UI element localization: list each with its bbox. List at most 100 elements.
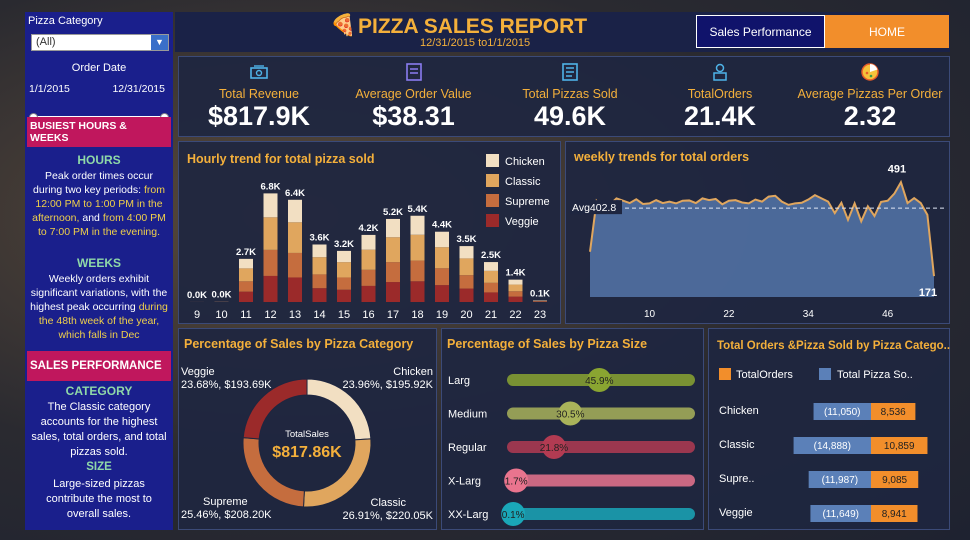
weeks-text: Weekly orders exhibit significant variat…	[29, 272, 169, 342]
category-dropdown[interactable]: (All) ▼	[31, 34, 169, 51]
bar-segment-chicken	[239, 258, 253, 269]
report-title: PIZZA SALES REPORT	[358, 15, 588, 38]
orders-bar	[793, 437, 871, 454]
orders-category-label: Chicken	[719, 405, 759, 417]
slice-value-label: 26.91%, $220.05K	[342, 510, 433, 522]
bar-segment-chicken	[459, 246, 474, 259]
sales-performance-button[interactable]: Sales Performance	[696, 15, 825, 48]
size-value-label: 0.1%	[502, 510, 525, 521]
bar-segment-chicken	[386, 218, 400, 238]
kpi-value: 49.6K	[533, 101, 607, 131]
bar-segment-chicken	[361, 234, 376, 250]
date-start: 1/1/2015	[29, 83, 70, 95]
size-category-label: XX-Larg	[448, 509, 488, 521]
bar-total-label: 3.2K	[334, 239, 354, 250]
bar-total-label: 0.0K	[187, 290, 207, 301]
sold-value-label: 9,085	[882, 475, 907, 486]
legend-label: Supreme	[505, 196, 550, 208]
date-filter-label: Order Date	[71, 62, 127, 74]
bar-segment-veggie	[508, 296, 523, 302]
x-tick-label: 23	[534, 309, 546, 321]
bar-segment-veggie	[239, 291, 253, 302]
size-chart-title: Percentage of Sales by Pizza Size	[447, 337, 648, 351]
delivery-icon	[713, 63, 727, 81]
bar-segment-classic	[508, 284, 523, 292]
legend-swatch	[486, 174, 499, 187]
size-value-label: 1.7%	[505, 477, 528, 488]
bar-total-label: 3.6K	[309, 233, 329, 244]
category-donut-title: Percentage of Sales by Pizza Category	[184, 337, 414, 351]
size-value-label: 21.8%	[540, 443, 568, 454]
slice-value-label: 25.46%, $208.20K	[181, 509, 272, 521]
min-label: 171	[919, 287, 937, 299]
hours-text-1: Peak order times occur during two key pe…	[33, 170, 153, 196]
slice-name-label: Chicken	[393, 366, 433, 378]
x-tick-label: 19	[436, 309, 448, 321]
bar-segment-classic	[239, 268, 253, 282]
donut-center-label: TotalSales	[285, 429, 329, 440]
average-label-bg	[570, 200, 622, 215]
kpi-value: $38.31	[372, 101, 455, 131]
bar-segment-veggie	[337, 289, 351, 302]
size-category-label: Medium	[448, 409, 487, 421]
bar-segment-supreme	[410, 260, 425, 282]
legend-swatch-sold	[819, 368, 831, 380]
orders-value-label: (11,649)	[822, 509, 859, 520]
hours-heading: HOURS	[77, 153, 121, 167]
pizza-box-icon	[562, 63, 578, 81]
bar-segment-classic	[337, 262, 351, 278]
filter-sidebar: Pizza Category (All) ▼ Order Date 1/1/20…	[25, 12, 173, 530]
bar-segment-chicken	[288, 199, 302, 223]
donut-slice-veggie	[242, 378, 308, 440]
bar-total-label: 0.0K	[211, 290, 231, 301]
weekly-chart-title: weekly trends for total orders	[574, 150, 750, 164]
slice-name-label: Classic	[371, 497, 407, 509]
legend-swatch-orders	[719, 368, 731, 380]
x-tick-label: 17	[387, 309, 399, 321]
sold-bar	[871, 403, 916, 420]
size-bar-track	[507, 441, 695, 453]
kpi-value: $817.9K	[207, 101, 311, 131]
size-bar-track	[507, 474, 695, 487]
x-tick-label: 34	[803, 309, 815, 320]
bar-segment-veggie	[312, 288, 327, 302]
size-category-label: Larg	[448, 375, 470, 387]
home-button[interactable]: HOME	[825, 15, 949, 48]
x-tick-label: 18	[411, 309, 423, 321]
busiest-banner: BUSIEST HOURS & WEEKS	[27, 117, 171, 147]
size-chart-panel: Percentage of Sales by Pizza Size Larg 45…	[441, 328, 704, 530]
bar-total-label: 2.7K	[236, 247, 256, 258]
category-filter-label: Pizza Category	[28, 15, 103, 27]
legend-swatch	[486, 154, 499, 167]
size-value-label: 45.9%	[585, 376, 613, 387]
kpi-title: Average Pizzas Per Order	[797, 87, 943, 101]
kpi-title: Total Pizzas Sold	[522, 87, 618, 101]
size-value-bubble	[587, 368, 612, 392]
kpi-total-revenue: Total Revenue $817.9K	[189, 57, 329, 132]
bar-segment-chicken	[508, 279, 523, 285]
x-tick-label: 22	[723, 309, 735, 320]
chevron-down-icon[interactable]: ▼	[151, 35, 168, 50]
bar-segment-supreme	[459, 275, 474, 289]
size-category-label: X-Larg	[448, 476, 481, 488]
bar-segment-supreme	[337, 277, 351, 290]
slice-name-label: Supreme	[203, 496, 248, 508]
legend-label: Total Pizza So..	[837, 369, 913, 381]
category-dropdown-value: (All)	[36, 36, 56, 48]
bar-segment-veggie	[435, 285, 449, 302]
date-end: 12/31/2015	[112, 83, 165, 95]
x-tick-label: 21	[485, 309, 497, 321]
bar-segment-supreme	[263, 249, 278, 276]
bar-total-label: 4.2K	[358, 223, 378, 234]
bar-segment-classic	[435, 247, 449, 269]
sold-value-label: 8,536	[881, 407, 906, 418]
kpi-average-order-value: Average Order Value $38.31	[341, 57, 486, 132]
bar-segment-supreme	[361, 269, 376, 286]
bar-segment-veggie	[459, 288, 474, 302]
bar-segment-chicken	[263, 193, 278, 218]
x-tick-label: 46	[882, 309, 894, 320]
x-tick-label: 10	[215, 309, 227, 321]
average-label: Avg402.8	[572, 202, 616, 214]
kpi-strip: Total Revenue $817.9K Average Order Valu…	[178, 56, 950, 137]
sold-bar	[871, 437, 928, 454]
